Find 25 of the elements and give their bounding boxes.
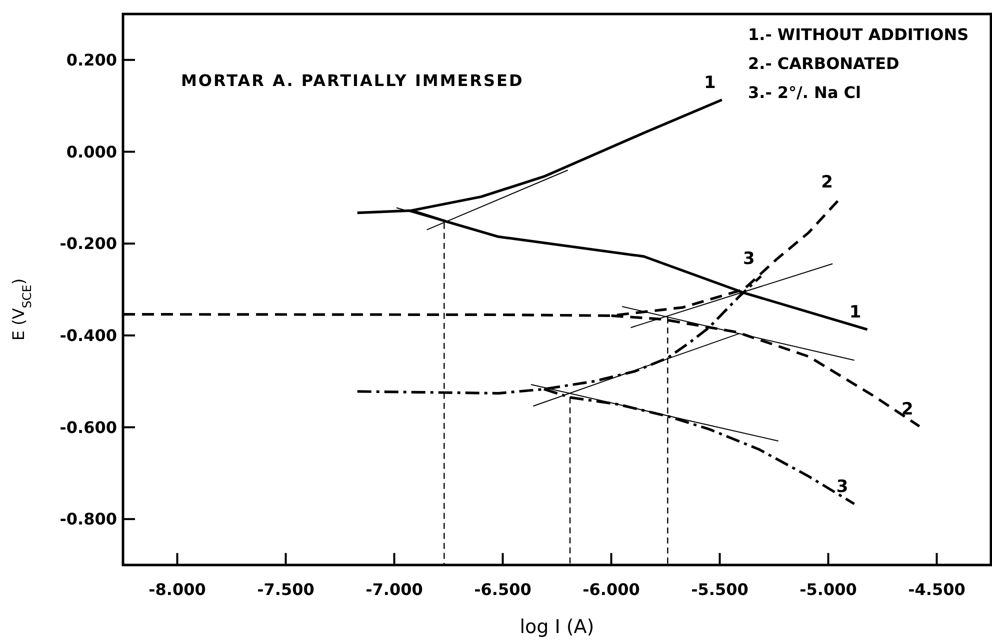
x-axis-title: log I (A) bbox=[520, 616, 594, 638]
series-label: 3 bbox=[743, 249, 755, 270]
y-tick-label: -0.800 bbox=[60, 510, 117, 529]
x-tick-label: -6.500 bbox=[474, 580, 532, 599]
annotation: 3.- 2°/. Na Cl bbox=[748, 83, 862, 102]
x-tick-label: -6.000 bbox=[582, 580, 640, 599]
annotation: 2.- CARBONATED bbox=[748, 54, 900, 73]
x-tick-label: -8.000 bbox=[148, 580, 206, 599]
x-tick-label: -4.500 bbox=[908, 580, 966, 599]
x-tick-label: -7.000 bbox=[366, 580, 423, 599]
y-tick-label: -0.400 bbox=[60, 326, 117, 346]
y-tick-label: -0.200 bbox=[60, 234, 117, 254]
x-tick-label: -7.500 bbox=[257, 580, 314, 599]
annotation: 1.- WITHOUT ADDITIONS bbox=[748, 25, 969, 44]
series-label: 2 bbox=[901, 399, 914, 420]
y-tick-label: 0.000 bbox=[66, 142, 117, 162]
y-tick-label: -0.600 bbox=[60, 418, 117, 437]
x-tick-label: -5.500 bbox=[691, 580, 748, 599]
series-label: 1 bbox=[704, 72, 716, 93]
series-label: 2 bbox=[821, 172, 834, 192]
series-label: 1 bbox=[849, 302, 862, 322]
text: MORTAR A. PARTIALLY IMMERSED bbox=[181, 71, 524, 90]
y-tick-label: 0.200 bbox=[66, 50, 117, 70]
x-tick-label: -5.000 bbox=[800, 580, 857, 599]
series-label: 3 bbox=[836, 476, 848, 497]
